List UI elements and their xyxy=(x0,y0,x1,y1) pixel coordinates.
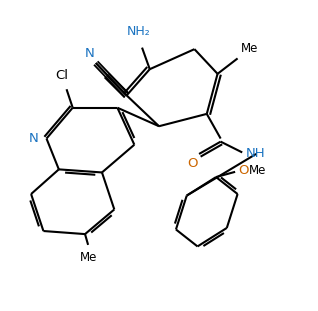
Text: NH₂: NH₂ xyxy=(127,26,151,38)
Text: N: N xyxy=(85,47,94,60)
Text: O: O xyxy=(188,157,198,170)
Text: O: O xyxy=(238,165,249,177)
Text: NH: NH xyxy=(245,147,265,160)
Text: Me: Me xyxy=(241,42,258,55)
Text: Me: Me xyxy=(80,251,97,264)
Text: N: N xyxy=(29,132,39,145)
Text: Cl: Cl xyxy=(55,68,68,81)
Text: Me: Me xyxy=(249,165,267,177)
